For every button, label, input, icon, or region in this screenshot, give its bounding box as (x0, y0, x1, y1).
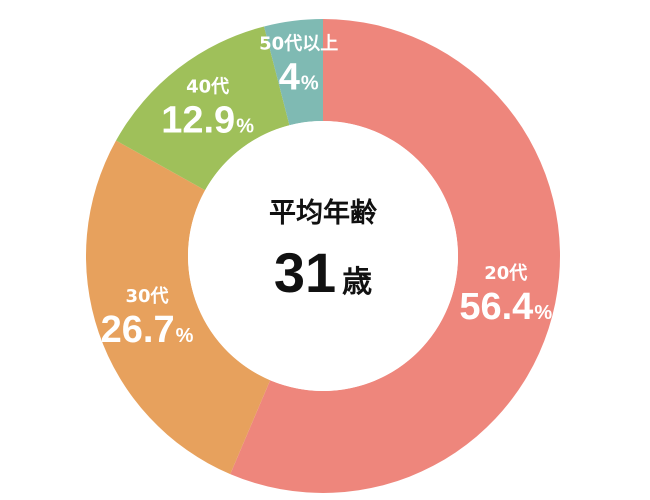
slice-group (86, 19, 560, 493)
slice-value-number: 4 (279, 57, 300, 99)
slice-value-unit: % (301, 73, 319, 95)
slice-4 (264, 19, 323, 126)
slice-value-label: 26.7% (101, 309, 194, 351)
slice-value-unit: % (236, 115, 254, 137)
slice-value-unit: % (534, 302, 552, 324)
slice-value-label: 4% (279, 57, 319, 99)
slice-value-label: 12.9% (161, 99, 254, 141)
center-age-unit: 歳 (342, 265, 372, 300)
slice-category-label: 20代 (484, 263, 527, 284)
slice-category-label: 50代以上 (259, 34, 338, 55)
slice-value-label: 56.4% (459, 286, 552, 328)
donut-hole (188, 121, 458, 391)
slice-value-number: 12.9 (161, 99, 235, 141)
slice-3 (116, 26, 290, 191)
slice-value-number: 56.4 (459, 286, 533, 328)
center-label: 平均年齢 31 歳 (269, 197, 377, 304)
slice-category-label: 40代 (186, 76, 229, 97)
center-age: 31 歳 (274, 241, 372, 304)
center-age-number: 31 (274, 241, 336, 304)
center-title: 平均年齢 (269, 197, 377, 229)
slice-2 (86, 140, 271, 475)
slice-1 (230, 19, 560, 493)
slice-value-number: 26.7 (101, 309, 175, 351)
slice-category-label: 30代 (125, 286, 168, 307)
slice-value-unit: % (176, 325, 194, 347)
